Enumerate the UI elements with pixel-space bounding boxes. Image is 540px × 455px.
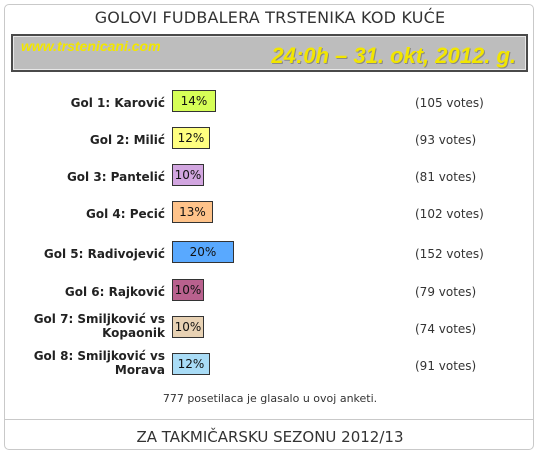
vote-count: (152 votes) (415, 247, 484, 261)
poll-option-label: Gol 1: Karović (70, 96, 165, 110)
vote-count: (79 votes) (415, 285, 477, 299)
poll-option-label-line: Gol 8: Smiljković vs (33, 349, 165, 363)
footer-divider (4, 419, 534, 420)
poll-option-label: Gol 4: Pecić (86, 207, 165, 221)
date-stamp: 24:0h – 31. okt, 2012. g. (271, 43, 516, 68)
poll-result-bar: 10% (172, 316, 204, 338)
poll-frame (4, 4, 534, 450)
poll-result-bar: 14% (172, 90, 216, 112)
poll-option-label: Gol 3: Pantelić (66, 170, 165, 184)
poll-option-label: Gol 2: Milić (89, 133, 165, 147)
poll-option-label: Gol 8: Smiljković vs Morava (5, 349, 165, 377)
vote-count: (91 votes) (415, 359, 477, 373)
poll-option-label-line: Morava (114, 363, 165, 377)
vote-count: (105 votes) (415, 96, 484, 110)
vote-summary: 777 posetilaca je glasalo u ovoj anketi. (162, 392, 378, 405)
poll-option-label-line: Kopaonik (102, 326, 165, 340)
season-footer: ZA TAKMIČARSKU SEZONU 2012/13 (136, 428, 404, 446)
poll-title: GOLOVI FUDBALERA TRSTENIKA KOD KUĆE (94, 8, 446, 27)
poll-result-bar: 12% (172, 127, 210, 149)
poll-result-bar: 10% (172, 164, 204, 186)
poll-option-label: Gol 7: Smiljković vs Kopaonik (5, 312, 165, 340)
site-link[interactable]: www.trstenicani.com (21, 38, 161, 54)
poll-option-label-line: Gol 7: Smiljković vs (33, 312, 165, 326)
poll-result-bar: 13% (172, 201, 213, 223)
vote-count: (102 votes) (415, 207, 484, 221)
date-banner: www.trstenicani.com 24:0h – 31. okt, 201… (11, 34, 528, 72)
poll-option-label: Gol 6: Rajković (64, 285, 165, 299)
vote-count: (81 votes) (415, 170, 477, 184)
vote-count: (74 votes) (415, 322, 477, 336)
poll-result-bar: 20% (172, 241, 234, 263)
vote-count: (93 votes) (415, 133, 477, 147)
poll-result-bar: 10% (172, 279, 204, 301)
poll-option-label: Gol 5: Radivojević (43, 247, 165, 261)
poll-result-bar: 12% (172, 353, 210, 375)
